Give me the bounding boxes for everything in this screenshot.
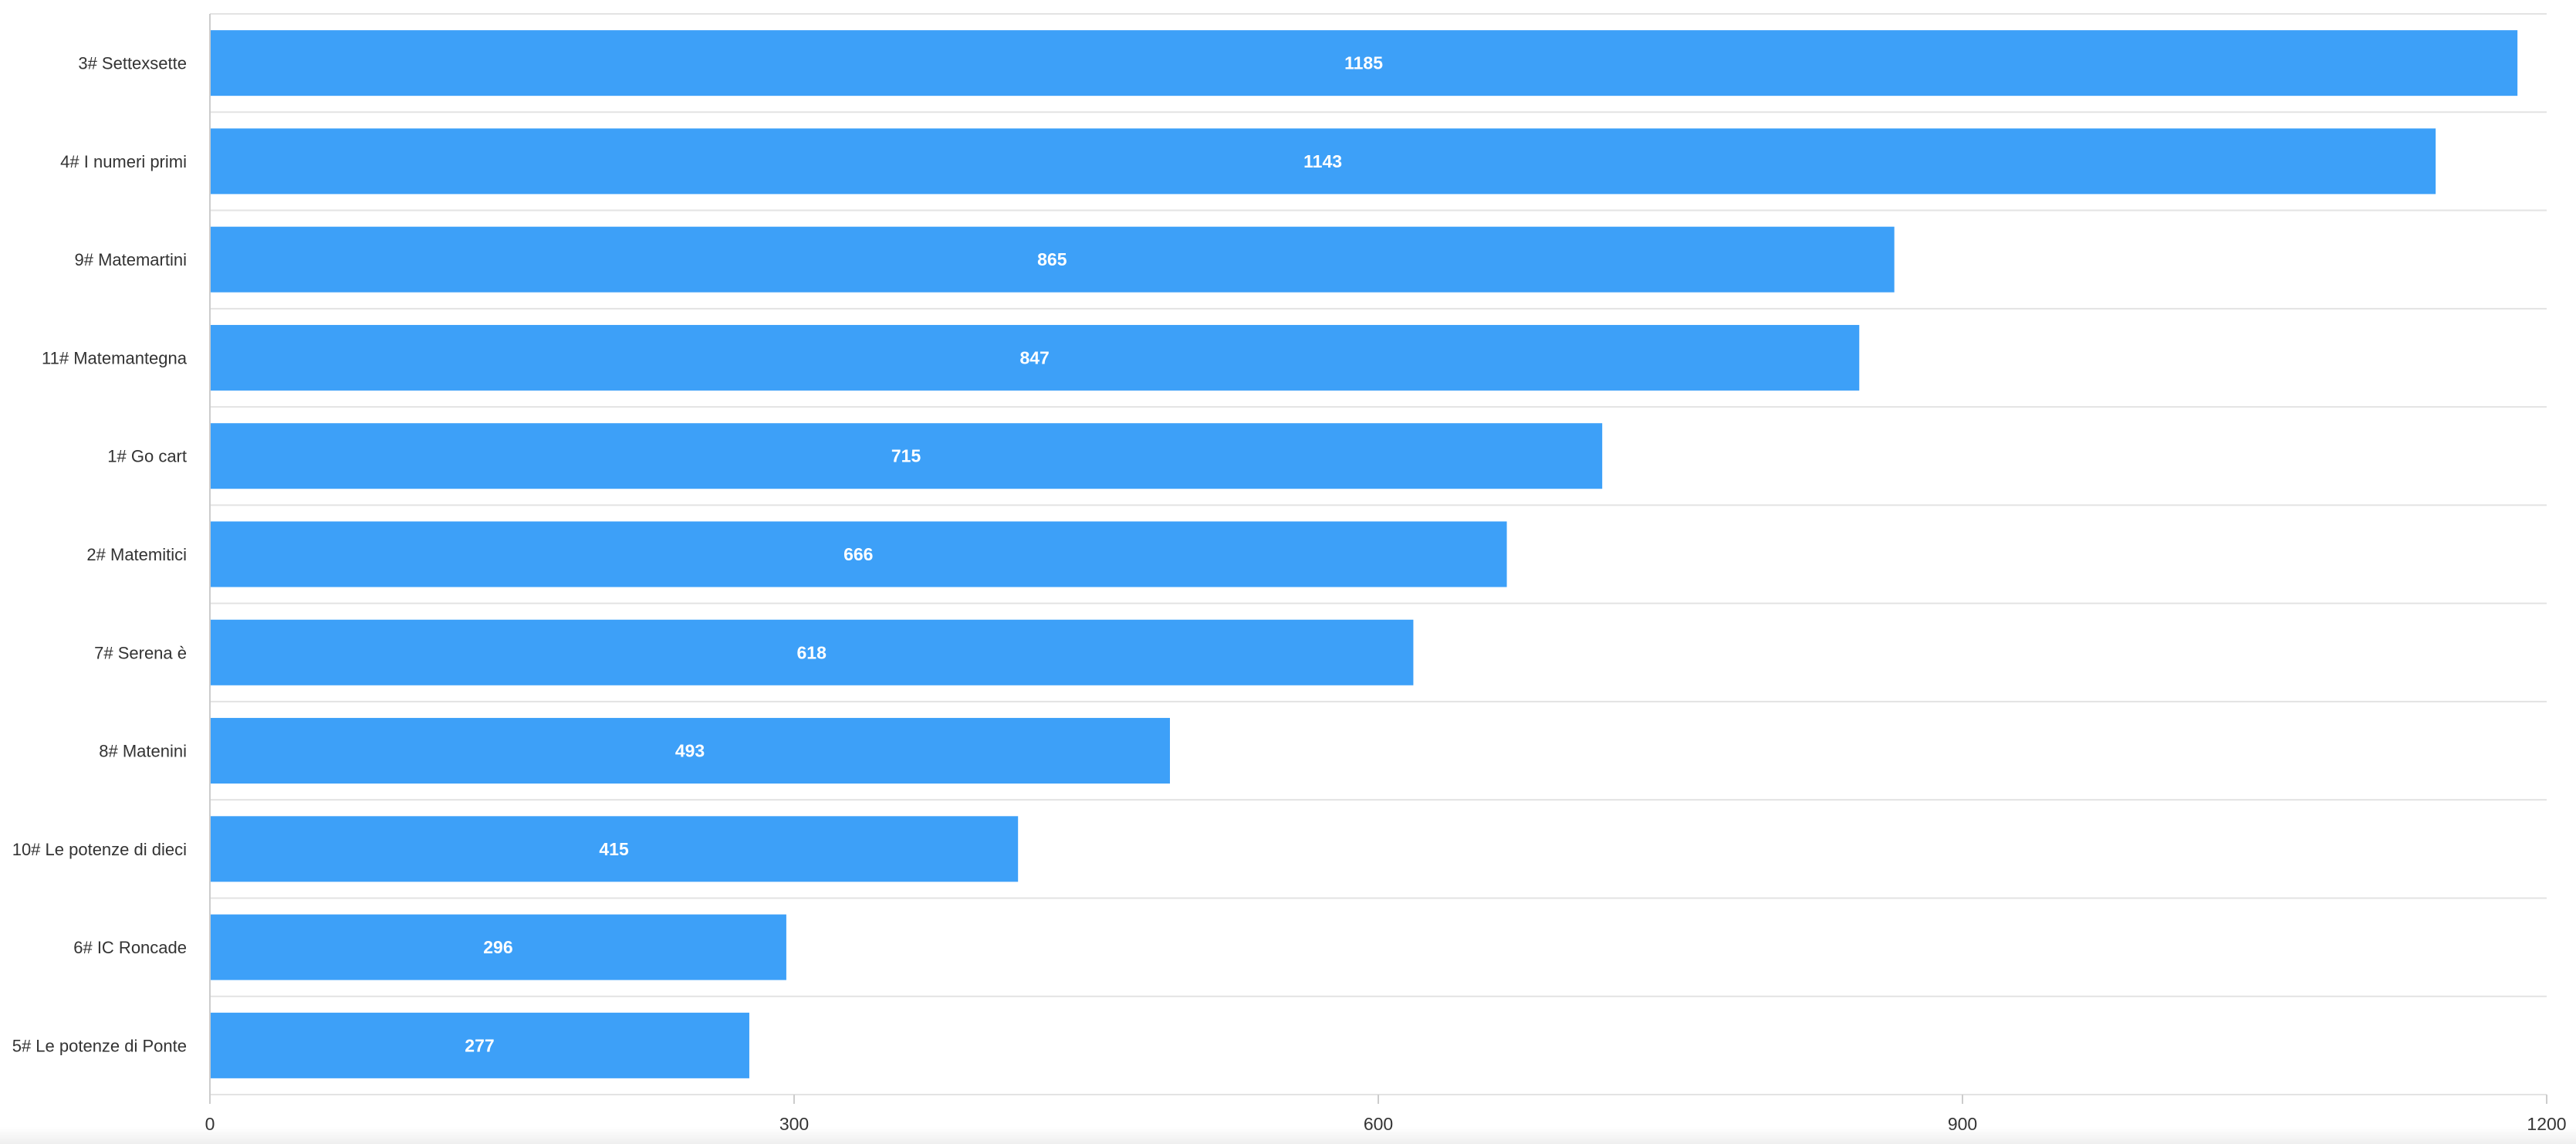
value-label: 277 — [465, 1035, 494, 1055]
bar — [211, 619, 1414, 685]
bar — [211, 816, 1019, 882]
category-label: 8# Matenini — [99, 742, 187, 761]
value-label: 415 — [599, 839, 629, 859]
value-labels: 1185 1143 865 847 715 666 618 493 415 296 277 — [465, 53, 1383, 1056]
value-label: 1185 — [1344, 53, 1383, 73]
category-labels: 3# Settexsette 4# I numeri primi 9# Matema… — [12, 54, 188, 1056]
category-label: 6# IC Roncade — [73, 938, 187, 957]
grid-lines — [210, 13, 2547, 1095]
bar — [211, 324, 1860, 391]
value-label: 493 — [675, 741, 705, 761]
category-label: 2# Matemitici — [86, 545, 187, 564]
bar — [211, 718, 1171, 784]
category-label: 7# Serena è — [94, 643, 187, 662]
category-label: 1# Go cart — [107, 447, 187, 466]
value-label: 296 — [483, 937, 512, 957]
value-label: 666 — [843, 544, 873, 564]
value-label: 847 — [1019, 347, 1049, 367]
bar — [211, 423, 1603, 489]
category-label: 10# Le potenze di dieci — [12, 840, 187, 859]
category-label: 4# I numeri primi — [60, 152, 187, 171]
x-tick-label: 300 — [779, 1114, 809, 1134]
value-label: 1143 — [1303, 151, 1342, 171]
x-tick-label: 0 — [205, 1114, 215, 1134]
category-label: 9# Matemartini — [74, 250, 187, 269]
category-label: 11# Matemantegna — [42, 348, 188, 367]
category-label: 5# Le potenze di Ponte — [12, 1036, 187, 1055]
bars — [211, 30, 2518, 1078]
bar — [211, 30, 2518, 96]
category-label: 3# Settexsette — [78, 54, 187, 73]
bar — [211, 128, 2436, 195]
x-tick-label: 600 — [1364, 1114, 1393, 1134]
bar — [211, 226, 1895, 293]
x-tick-label: 1200 — [2527, 1114, 2566, 1134]
value-label: 865 — [1037, 249, 1067, 269]
x-tick-label: 900 — [1948, 1114, 1977, 1134]
value-label: 618 — [797, 642, 827, 662]
bar — [211, 914, 786, 980]
bar — [211, 521, 1507, 587]
value-label: 715 — [891, 446, 921, 466]
bar — [211, 1012, 749, 1078]
